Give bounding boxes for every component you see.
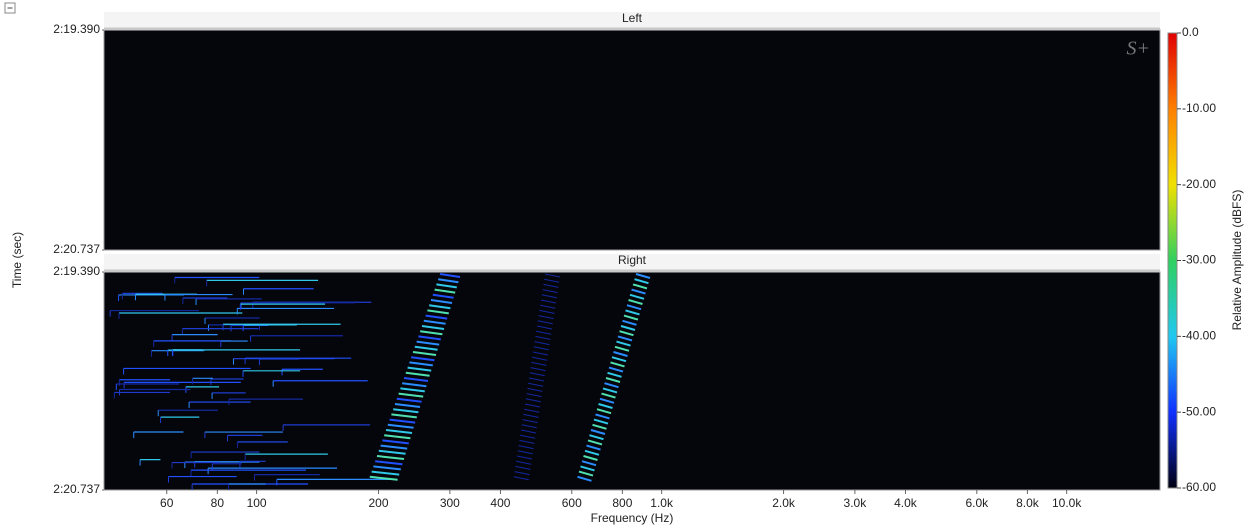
colorbar-tick-label: -50.00 [1182, 404, 1216, 418]
y-tick-label: 2:20.737 [53, 482, 100, 496]
plot-area [104, 30, 1160, 250]
colorbar-tick-label: -60.00 [1182, 480, 1216, 494]
x-tick-label: 300 [440, 496, 460, 510]
x-tick-label: 60 [160, 496, 174, 510]
colorbar-label: Relative Amplitude (dBFS) [1230, 190, 1244, 331]
x-tick-label: 400 [490, 496, 510, 510]
x-tick-label: 100 [247, 496, 267, 510]
watermark: S+ [1127, 38, 1151, 60]
x-axis-label: Frequency (Hz) [591, 511, 674, 525]
x-tick-label: 1.0k [650, 496, 674, 510]
x-tick-label: 800 [612, 496, 632, 510]
chart: Time (sec) Frequency (Hz) Relative Ampli… [0, 0, 1251, 527]
y-tick-label: 2:19.390 [53, 22, 100, 36]
x-tick-label: 3.0k [844, 496, 868, 510]
x-tick-label: 600 [562, 496, 582, 510]
colorbar-tick-label: -40.00 [1182, 329, 1216, 343]
panel-title: Right [618, 253, 647, 267]
x-tick-label: 6.0k [965, 496, 989, 510]
x-tick-label: 10.0k [1052, 496, 1082, 510]
x-tick-label: 4.0k [894, 496, 918, 510]
colorbar-tick-label: 0.0 [1182, 25, 1199, 39]
colorbar-tick-label: -30.00 [1182, 253, 1216, 267]
x-tick-label: 8.0k [1016, 496, 1040, 510]
y-tick-label: 2:19.390 [53, 264, 100, 278]
x-tick-label: 200 [369, 496, 389, 510]
colorbar-tick-label: -10.00 [1182, 101, 1216, 115]
x-tick-label: 80 [211, 496, 225, 510]
x-tick-label: 2.0k [772, 496, 796, 510]
y-axis-label: Time (sec) [10, 232, 24, 288]
y-tick-label: 2:20.737 [53, 242, 100, 256]
colorbar [1168, 33, 1177, 488]
panel-title: Left [622, 11, 643, 25]
colorbar-tick-label: -20.00 [1182, 177, 1216, 191]
